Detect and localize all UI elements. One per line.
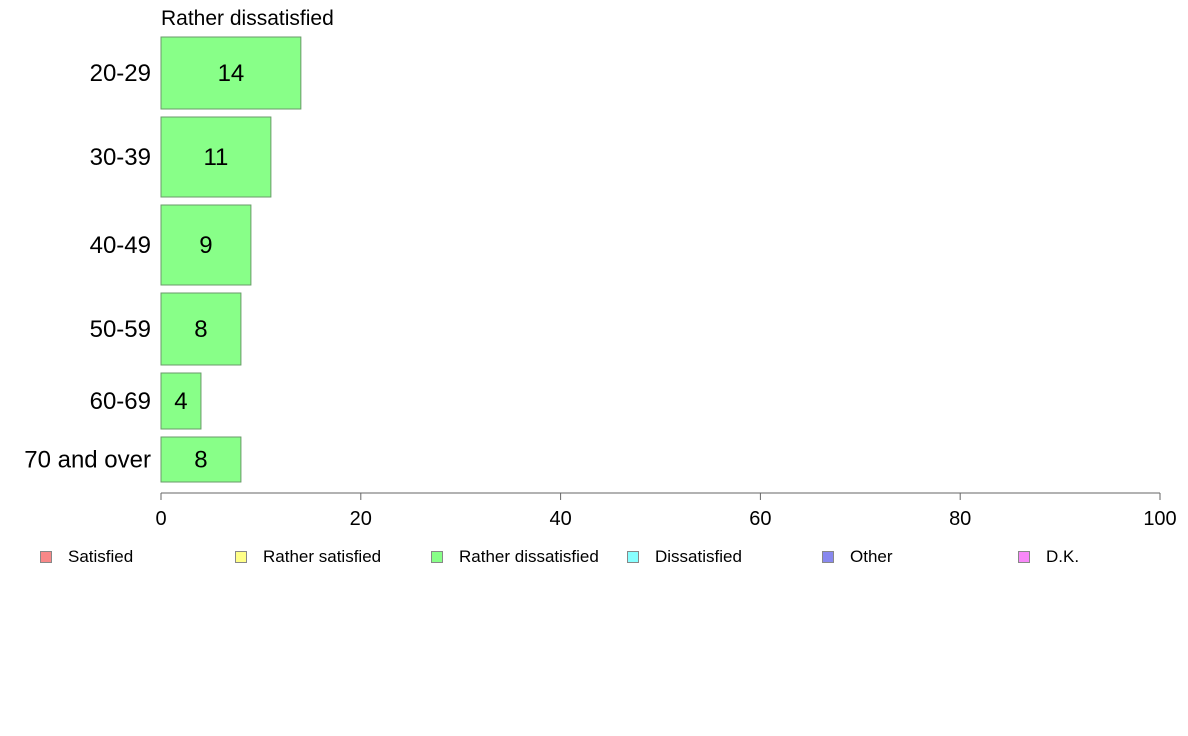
data-label: 14 xyxy=(218,60,245,87)
category-label: 50-59 xyxy=(90,316,151,343)
bar xyxy=(160,292,242,366)
legend-label: Other xyxy=(850,547,893,566)
legend-label: Rather dissatisfied xyxy=(459,547,599,566)
x-tick-label: 0 xyxy=(155,508,166,530)
category-label: 20-29 xyxy=(90,60,151,87)
data-label: 9 xyxy=(199,232,212,259)
legend-item: Dissatisfied xyxy=(627,545,742,569)
bar xyxy=(160,436,242,483)
category-label: 30-39 xyxy=(90,144,151,171)
bars-group: 20-29 14 30-39 11 40-49 9 50-59 8 60-69 4 70 and o… xyxy=(24,36,302,483)
x-axis: 0 20 40 60 80 100 xyxy=(155,492,1177,530)
x-tick-label: 60 xyxy=(749,508,771,530)
bar xyxy=(160,204,252,286)
bar-chart: Rather dissatisfied 20-29 14 30-39 11 40-49 9… xyxy=(24,7,1177,530)
x-tick-label: 20 xyxy=(350,508,372,530)
legend: Satisfied Rather satisfied Rather dissatis… xyxy=(0,545,1188,569)
legend-swatch xyxy=(822,551,834,563)
x-tick-label: 80 xyxy=(949,508,971,530)
legend-label: Rather satisfied xyxy=(263,547,382,566)
category-label: 70 and over xyxy=(24,447,151,474)
bar xyxy=(160,116,272,198)
bar xyxy=(160,372,202,430)
data-label: 8 xyxy=(194,316,207,343)
legend-label: D.K. xyxy=(1046,547,1080,566)
x-tick-label: 40 xyxy=(549,508,571,530)
legend-item: Rather satisfied xyxy=(235,545,381,569)
legend-swatch xyxy=(431,551,443,563)
legend-swatch xyxy=(40,551,52,563)
data-label: 4 xyxy=(174,388,187,415)
chart-title: Rather dissatisfied xyxy=(161,7,334,30)
legend-item: Rather dissatisfied xyxy=(431,545,599,569)
legend-item: Satisfied xyxy=(40,545,133,569)
legend-swatch xyxy=(627,551,639,563)
legend-label: Satisfied xyxy=(68,547,134,566)
data-label: 8 xyxy=(194,447,207,474)
legend-item: Other xyxy=(822,545,893,569)
legend-label: Dissatisfied xyxy=(655,547,742,566)
x-tick-label: 100 xyxy=(1143,508,1176,530)
legend-swatch xyxy=(235,551,247,563)
legend-swatch xyxy=(1018,551,1030,563)
legend-item: D.K. xyxy=(1018,545,1079,569)
data-label: 11 xyxy=(203,144,228,171)
category-label: 60-69 xyxy=(90,388,151,415)
category-label: 40-49 xyxy=(90,232,151,259)
bar xyxy=(160,36,302,110)
